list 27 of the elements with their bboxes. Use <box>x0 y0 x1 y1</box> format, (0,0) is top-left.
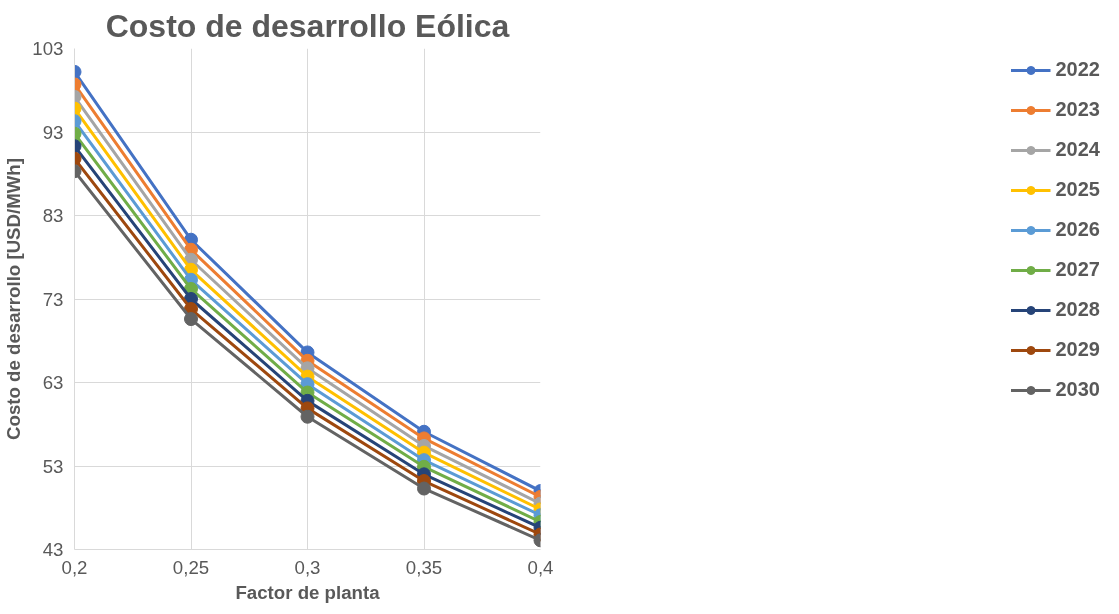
point <box>184 312 198 327</box>
chart-title: Costo de desarrollo Eólica <box>105 7 510 44</box>
y-tick-label: 73 <box>42 288 64 310</box>
x-tick-label: 0,25 <box>172 556 210 578</box>
legend-label: 2030 <box>1055 378 1100 401</box>
legend-label: 2022 <box>1055 58 1100 81</box>
y-tick-label: 83 <box>42 205 64 226</box>
y-tick-label: 53 <box>42 455 64 477</box>
x-axis-title: Factor de planta <box>235 581 381 603</box>
legend-label: 2023 <box>1055 98 1100 121</box>
y-tick-label: 63 <box>42 372 64 393</box>
legend-label: 2028 <box>1055 298 1100 321</box>
y-tick-label: 93 <box>42 121 64 143</box>
x-tick-label: 0,35 <box>405 556 443 578</box>
y-tick-label: 103 <box>32 38 64 59</box>
x-tick-label: 0,4 <box>527 556 554 578</box>
y-axis-title: Costo de desarrollo [USD/MWh] <box>3 158 25 440</box>
point <box>300 409 315 424</box>
legend-label: 2025 <box>1055 178 1100 201</box>
x-tick-label: 0,3 <box>294 556 321 578</box>
legend-label: 2026 <box>1055 218 1100 241</box>
x-tick-label: 0,2 <box>61 556 88 578</box>
y-tick-label: 43 <box>42 539 64 560</box>
legend-label: 2027 <box>1055 258 1100 281</box>
legend-label: 2024 <box>1055 138 1100 161</box>
legend-label: 2029 <box>1055 338 1100 361</box>
point <box>417 481 431 496</box>
